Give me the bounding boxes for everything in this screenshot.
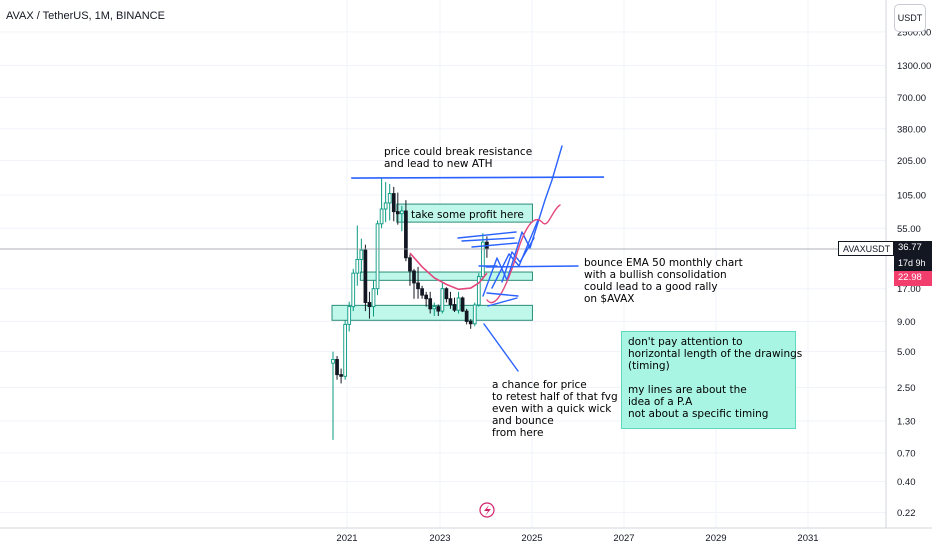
y-tick-label[interactable]: 17.00 <box>897 284 921 295</box>
candle-body <box>355 259 360 274</box>
drawing-stroke <box>461 237 515 242</box>
annotation-fvg: a chance for price to retest half of tha… <box>492 379 618 439</box>
candle-body <box>424 294 428 300</box>
drawing-stroke <box>486 292 519 297</box>
candle-body <box>476 276 481 306</box>
x-tick-label[interactable]: 2027 <box>613 533 634 544</box>
candle-body <box>452 304 457 311</box>
candle-body <box>367 302 372 308</box>
candle-body <box>408 257 412 272</box>
candle-body <box>460 297 465 312</box>
candle-body <box>391 193 396 213</box>
drawing-stroke <box>491 219 539 289</box>
candle-body <box>335 358 339 376</box>
candle-body <box>383 202 388 210</box>
currency-button[interactable]: USDT <box>894 4 926 32</box>
y-tick-label[interactable]: 55.00 <box>897 224 921 235</box>
candle-body <box>359 249 364 260</box>
x-tick-label[interactable]: 2025 <box>521 533 542 544</box>
candle-body <box>428 298 433 310</box>
zone-consolidation <box>359 271 533 281</box>
drawing-stroke <box>485 265 579 268</box>
drawing-stroke <box>483 323 519 372</box>
candle-body <box>464 310 469 322</box>
candle-body <box>481 241 485 278</box>
candle-body <box>339 374 343 377</box>
drawing-stroke <box>486 204 561 304</box>
zone-boxes <box>331 203 533 321</box>
drawing-stroke <box>457 231 517 239</box>
hand-drawings <box>351 145 605 518</box>
y-tick-label[interactable]: 0.22 <box>897 508 916 519</box>
flash-icon[interactable] <box>479 502 495 518</box>
y-tick-label[interactable]: 700.00 <box>897 93 926 104</box>
y-tick-label[interactable]: 9.00 <box>897 317 916 328</box>
candle-body <box>404 210 408 259</box>
x-tick-label[interactable]: 2029 <box>705 533 726 544</box>
annotation-profit: take some profit here <box>411 209 524 221</box>
note-box: don't pay attention to horizontal length… <box>621 331 802 429</box>
symbol-title: AVAX / TetherUS, 1M, BINANCE <box>6 10 165 22</box>
candle-body <box>387 193 392 204</box>
last-price-tag: 36.77 <box>894 241 932 256</box>
y-tick-label[interactable]: 1.30 <box>897 417 916 428</box>
flash-icon-bolt <box>484 505 491 516</box>
indicator-overlay <box>0 248 886 291</box>
candle-body <box>375 223 380 290</box>
price-axis[interactable]: 2500.00 1300.00 700.00 380.00 205.00 105.00 55… <box>897 27 931 519</box>
candle-body <box>343 323 347 377</box>
x-tick-label[interactable]: 2023 <box>429 533 450 544</box>
candle-body <box>347 306 352 325</box>
candle-body <box>468 320 473 325</box>
y-tick-label[interactable]: 205.00 <box>897 156 926 167</box>
candle-body <box>412 270 416 284</box>
candle-body <box>472 304 477 325</box>
annotation-bounce: bounce EMA 50 monthly chart with a bulli… <box>584 257 743 305</box>
zone-fvg <box>331 304 533 321</box>
candle-body <box>395 211 400 215</box>
candle-body <box>444 288 449 300</box>
ema50-line <box>409 252 488 291</box>
countdown-tag: 17d 9h <box>894 256 932 271</box>
candles <box>331 177 489 440</box>
annotation-resistance: price could break resistance and lead to… <box>384 146 533 170</box>
candle-body <box>416 282 420 290</box>
symbol-label: AVAXUSDT <box>838 241 894 256</box>
candle-body <box>371 288 376 308</box>
y-tick-label[interactable]: 2.50 <box>897 383 916 394</box>
x-tick-label[interactable]: 2021 <box>336 533 357 544</box>
resistance-line <box>351 176 605 179</box>
y-tick-label[interactable]: 105.00 <box>897 191 926 202</box>
x-tick-label[interactable]: 2031 <box>797 533 818 544</box>
candle-body <box>331 358 335 364</box>
candle-body <box>432 306 437 310</box>
y-tick-label[interactable]: 2500.00 <box>897 27 931 38</box>
drawing-stroke <box>482 145 563 297</box>
ema-tag: 22.98 <box>894 271 932 286</box>
y-tick-label[interactable]: 0.70 <box>897 448 916 459</box>
drawing-stroke <box>471 242 518 248</box>
candle-body <box>448 298 453 305</box>
y-tick-label[interactable]: 5.00 <box>897 347 916 358</box>
candle-body <box>456 297 461 311</box>
time-axis[interactable]: 2021 2023 2025 2027 2029 2031 <box>336 533 818 544</box>
candle-body <box>400 210 404 215</box>
y-tick-label[interactable]: 1300.00 <box>897 61 931 72</box>
candle-body <box>420 288 424 296</box>
candle-body <box>440 288 445 312</box>
candle-body <box>379 208 384 225</box>
drawing-stroke <box>487 297 518 307</box>
candle-body <box>363 249 368 303</box>
y-tick-label[interactable]: 380.00 <box>897 124 926 135</box>
candle-body <box>351 272 356 308</box>
y-tick-label[interactable]: 0.40 <box>897 477 916 488</box>
candle-body <box>436 306 441 312</box>
grid-lines <box>0 0 932 529</box>
